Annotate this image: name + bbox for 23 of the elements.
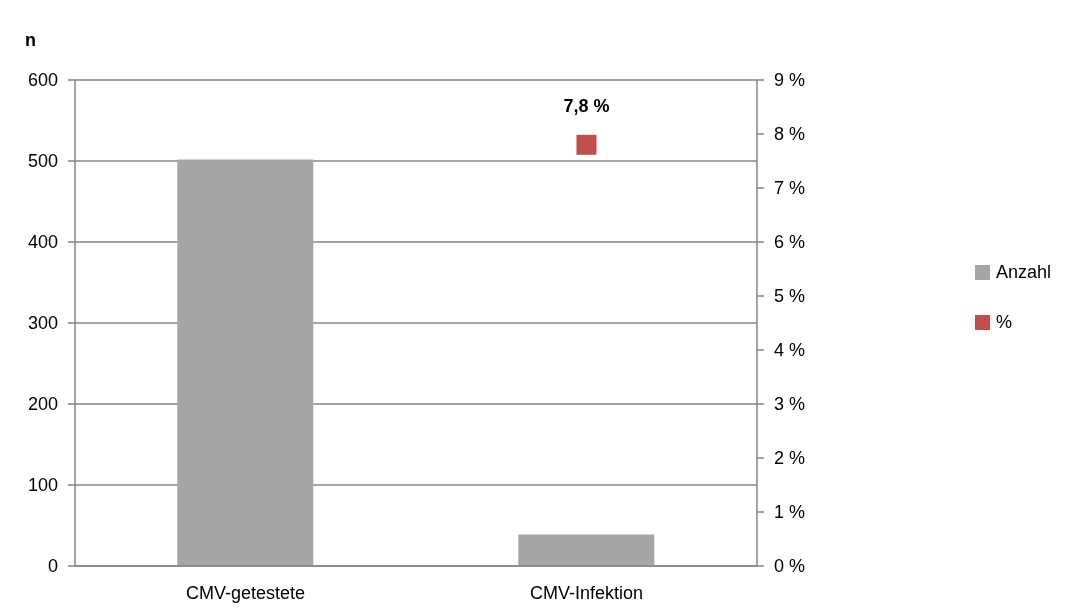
legend-label: Anzahl [996, 261, 1052, 283]
y-tick-label: 200 [27, 394, 58, 415]
y2-tick-label: 1 % [773, 502, 805, 523]
y-tick-label: 600 [27, 70, 58, 91]
y2-tick-label: 6 % [773, 232, 805, 253]
x-tick-label: CMV-getestete [185, 582, 306, 603]
y2-tick-label: 2 % [773, 448, 805, 469]
x-tick-label: CMV-Infektion [529, 582, 643, 603]
data-label: 7,8 % [563, 96, 610, 117]
y-tick-label: 0 [47, 556, 58, 577]
y-tick-label: 500 [27, 151, 58, 172]
y2-tick-label: 9 % [773, 70, 805, 91]
y2-tick-label: 3 % [773, 394, 805, 415]
y-tick-label: 100 [27, 475, 58, 496]
y2-tick-label: 0 % [773, 556, 805, 577]
y2-tick-label: 8 % [773, 124, 805, 145]
legend-label: % [996, 311, 1013, 333]
y2-tick-label: 7 % [773, 178, 805, 199]
y-tick-label: 300 [27, 313, 58, 334]
y2-tick-label: 4 % [773, 340, 805, 361]
y-tick-label: 400 [27, 232, 58, 253]
y-axis-title: n [25, 30, 36, 50]
y2-tick-label: 5 % [773, 286, 805, 307]
